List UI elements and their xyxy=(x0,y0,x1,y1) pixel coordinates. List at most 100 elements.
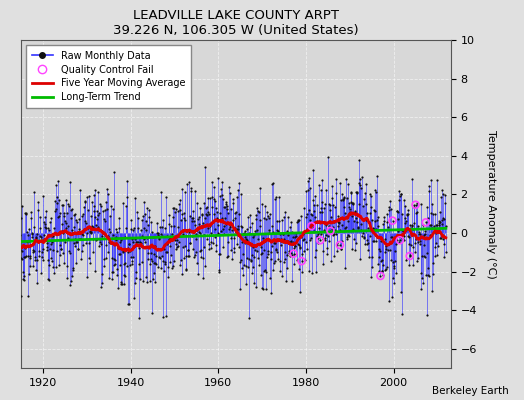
Point xyxy=(232,209,240,216)
Point xyxy=(217,179,226,186)
Point xyxy=(175,239,183,245)
Point xyxy=(365,219,373,225)
Point xyxy=(374,214,383,221)
Point xyxy=(115,251,124,257)
Point xyxy=(141,274,150,280)
Point xyxy=(34,238,42,244)
Point xyxy=(21,254,29,260)
Point xyxy=(298,258,306,264)
Point xyxy=(255,262,263,268)
Point xyxy=(395,238,403,245)
Point xyxy=(88,199,96,206)
Point xyxy=(124,245,133,252)
Point xyxy=(132,275,140,282)
Point xyxy=(32,280,41,286)
Point xyxy=(235,244,243,250)
Point xyxy=(14,237,22,244)
Point xyxy=(263,254,271,260)
Point xyxy=(386,198,394,204)
Point xyxy=(190,218,199,224)
Point xyxy=(319,247,327,254)
Point xyxy=(416,230,424,237)
Point xyxy=(26,255,35,262)
Point xyxy=(245,315,254,321)
Point xyxy=(406,253,414,259)
Point xyxy=(382,243,390,249)
Point xyxy=(411,240,419,246)
Point xyxy=(266,255,275,262)
Point xyxy=(48,233,57,239)
Title: LEADVILLE LAKE COUNTY ARPT
39.226 N, 106.305 W (United States): LEADVILLE LAKE COUNTY ARPT 39.226 N, 106… xyxy=(113,10,358,38)
Point xyxy=(355,180,364,187)
Point xyxy=(274,256,282,262)
Point xyxy=(25,271,34,277)
Point xyxy=(328,226,336,232)
Point xyxy=(249,234,257,241)
Point xyxy=(438,220,446,227)
Point xyxy=(279,231,288,237)
Point xyxy=(301,188,310,194)
Point xyxy=(6,214,15,220)
Point xyxy=(313,233,321,240)
Point xyxy=(397,191,405,198)
Point xyxy=(433,252,442,258)
Point xyxy=(361,190,369,197)
Point xyxy=(10,246,18,252)
Point xyxy=(370,225,378,232)
Point xyxy=(395,188,403,194)
Point xyxy=(1,239,9,246)
Point xyxy=(83,230,91,236)
Point xyxy=(423,265,432,271)
Point xyxy=(34,207,42,213)
Point xyxy=(47,255,56,261)
Point xyxy=(99,230,107,236)
Point xyxy=(219,244,227,250)
Point xyxy=(116,278,125,285)
Point xyxy=(20,254,28,260)
Point xyxy=(410,220,418,226)
Point xyxy=(158,232,167,239)
Point xyxy=(341,265,350,271)
Point xyxy=(328,195,336,201)
Point xyxy=(126,247,134,254)
Point xyxy=(130,279,139,286)
Point xyxy=(415,228,423,235)
Point xyxy=(70,211,78,218)
Point xyxy=(205,195,214,201)
Point xyxy=(288,229,297,235)
Point xyxy=(110,256,118,262)
Point xyxy=(136,275,144,282)
Point xyxy=(122,202,130,209)
Point xyxy=(0,235,4,241)
Point xyxy=(52,206,61,212)
Point xyxy=(349,200,357,206)
Point xyxy=(224,253,233,259)
Point xyxy=(222,199,231,206)
Point xyxy=(37,238,46,244)
Point xyxy=(434,227,442,233)
Point xyxy=(309,167,318,174)
Point xyxy=(296,244,304,250)
Point xyxy=(372,188,380,195)
Point xyxy=(81,236,90,242)
Point xyxy=(284,214,292,220)
Point xyxy=(393,208,401,214)
Point xyxy=(106,212,114,219)
Point xyxy=(211,234,220,240)
Point xyxy=(350,236,358,242)
Point xyxy=(61,218,69,224)
Point xyxy=(43,244,51,250)
Point xyxy=(391,248,399,255)
Point xyxy=(216,193,225,199)
Point xyxy=(365,254,374,261)
Point xyxy=(24,252,32,259)
Point xyxy=(195,230,204,236)
Point xyxy=(181,266,190,272)
Point xyxy=(176,262,184,268)
Point xyxy=(424,188,433,195)
Point xyxy=(406,252,414,258)
Point xyxy=(181,217,189,223)
Point xyxy=(224,210,232,216)
Point xyxy=(188,233,196,240)
Point xyxy=(190,252,199,258)
